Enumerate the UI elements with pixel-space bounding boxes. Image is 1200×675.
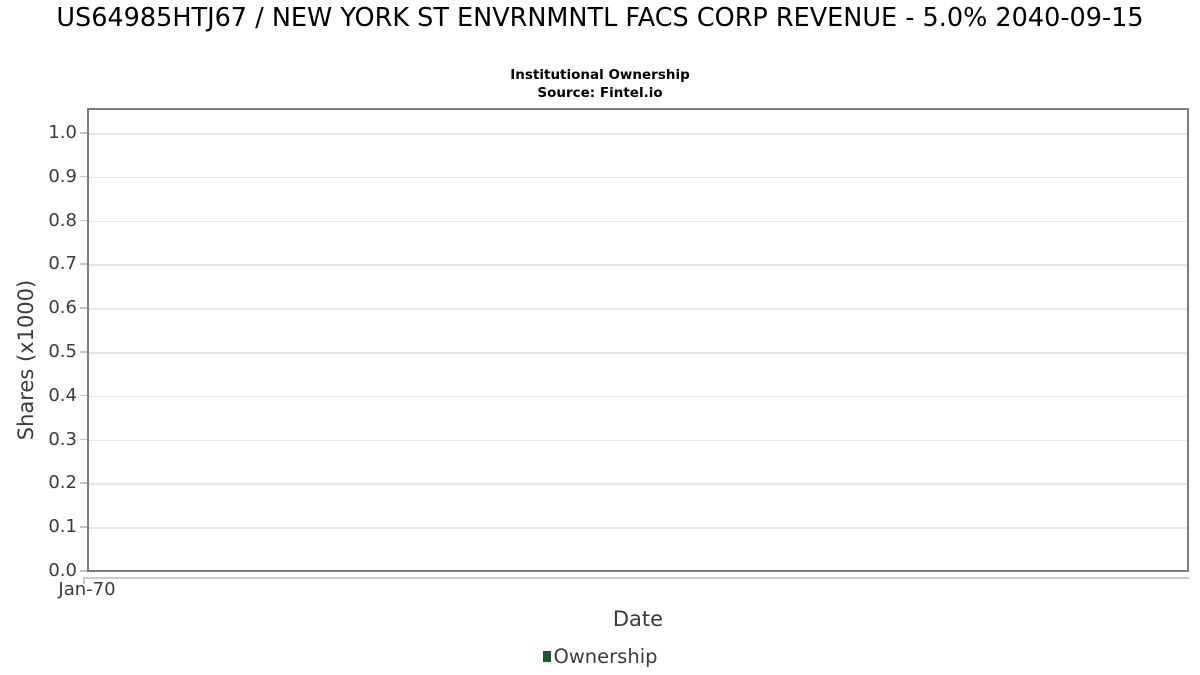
gridline — [87, 395, 1189, 398]
y-tick-mark — [80, 482, 87, 484]
gridline — [87, 527, 1189, 529]
y-tick-mark — [80, 132, 87, 134]
y-tick-mark — [80, 263, 87, 265]
x-tick-mark — [83, 577, 85, 584]
x-axis-title: Date — [612, 607, 664, 631]
chart-subtitle: Institutional Ownership — [510, 67, 690, 83]
gridline — [87, 439, 1189, 442]
y-tick-mark — [80, 526, 87, 528]
chart-title: US64985HTJ67 / NEW YORK ST ENVRNMNTL FAC… — [56, 3, 1144, 33]
y-tick-label: 0.9 — [48, 165, 77, 187]
y-tick-mark — [80, 219, 87, 222]
gridline — [87, 308, 1189, 310]
legend-label: Ownership — [553, 645, 658, 668]
x-axis-line — [84, 577, 1189, 579]
x-tick-label: Jan-70 — [58, 579, 116, 600]
y-axis-title: Shares (x1000) — [14, 279, 38, 441]
y-tick-mark — [80, 438, 87, 441]
chart-source: Source: Fintel.io — [537, 85, 663, 101]
gridline — [87, 352, 1189, 354]
legend-entry: Ownership — [542, 645, 658, 668]
gridline — [87, 483, 1189, 485]
gridline — [87, 220, 1189, 223]
y-tick-mark — [80, 175, 87, 178]
y-tick-label: 1.0 — [48, 122, 77, 143]
y-tick-mark — [80, 570, 87, 572]
y-tick-mark — [80, 351, 87, 353]
y-tick-mark — [80, 394, 87, 397]
plot-area — [87, 108, 1189, 572]
legend: Ownership — [0, 645, 1200, 668]
gridline — [87, 264, 1189, 266]
y-tick-mark — [80, 307, 87, 309]
gridline — [87, 176, 1189, 179]
y-tick-label: 0.0 — [48, 560, 77, 581]
legend-swatch — [542, 651, 551, 662]
y-tick-label: 0.1 — [48, 516, 77, 538]
gridline — [87, 133, 1189, 135]
